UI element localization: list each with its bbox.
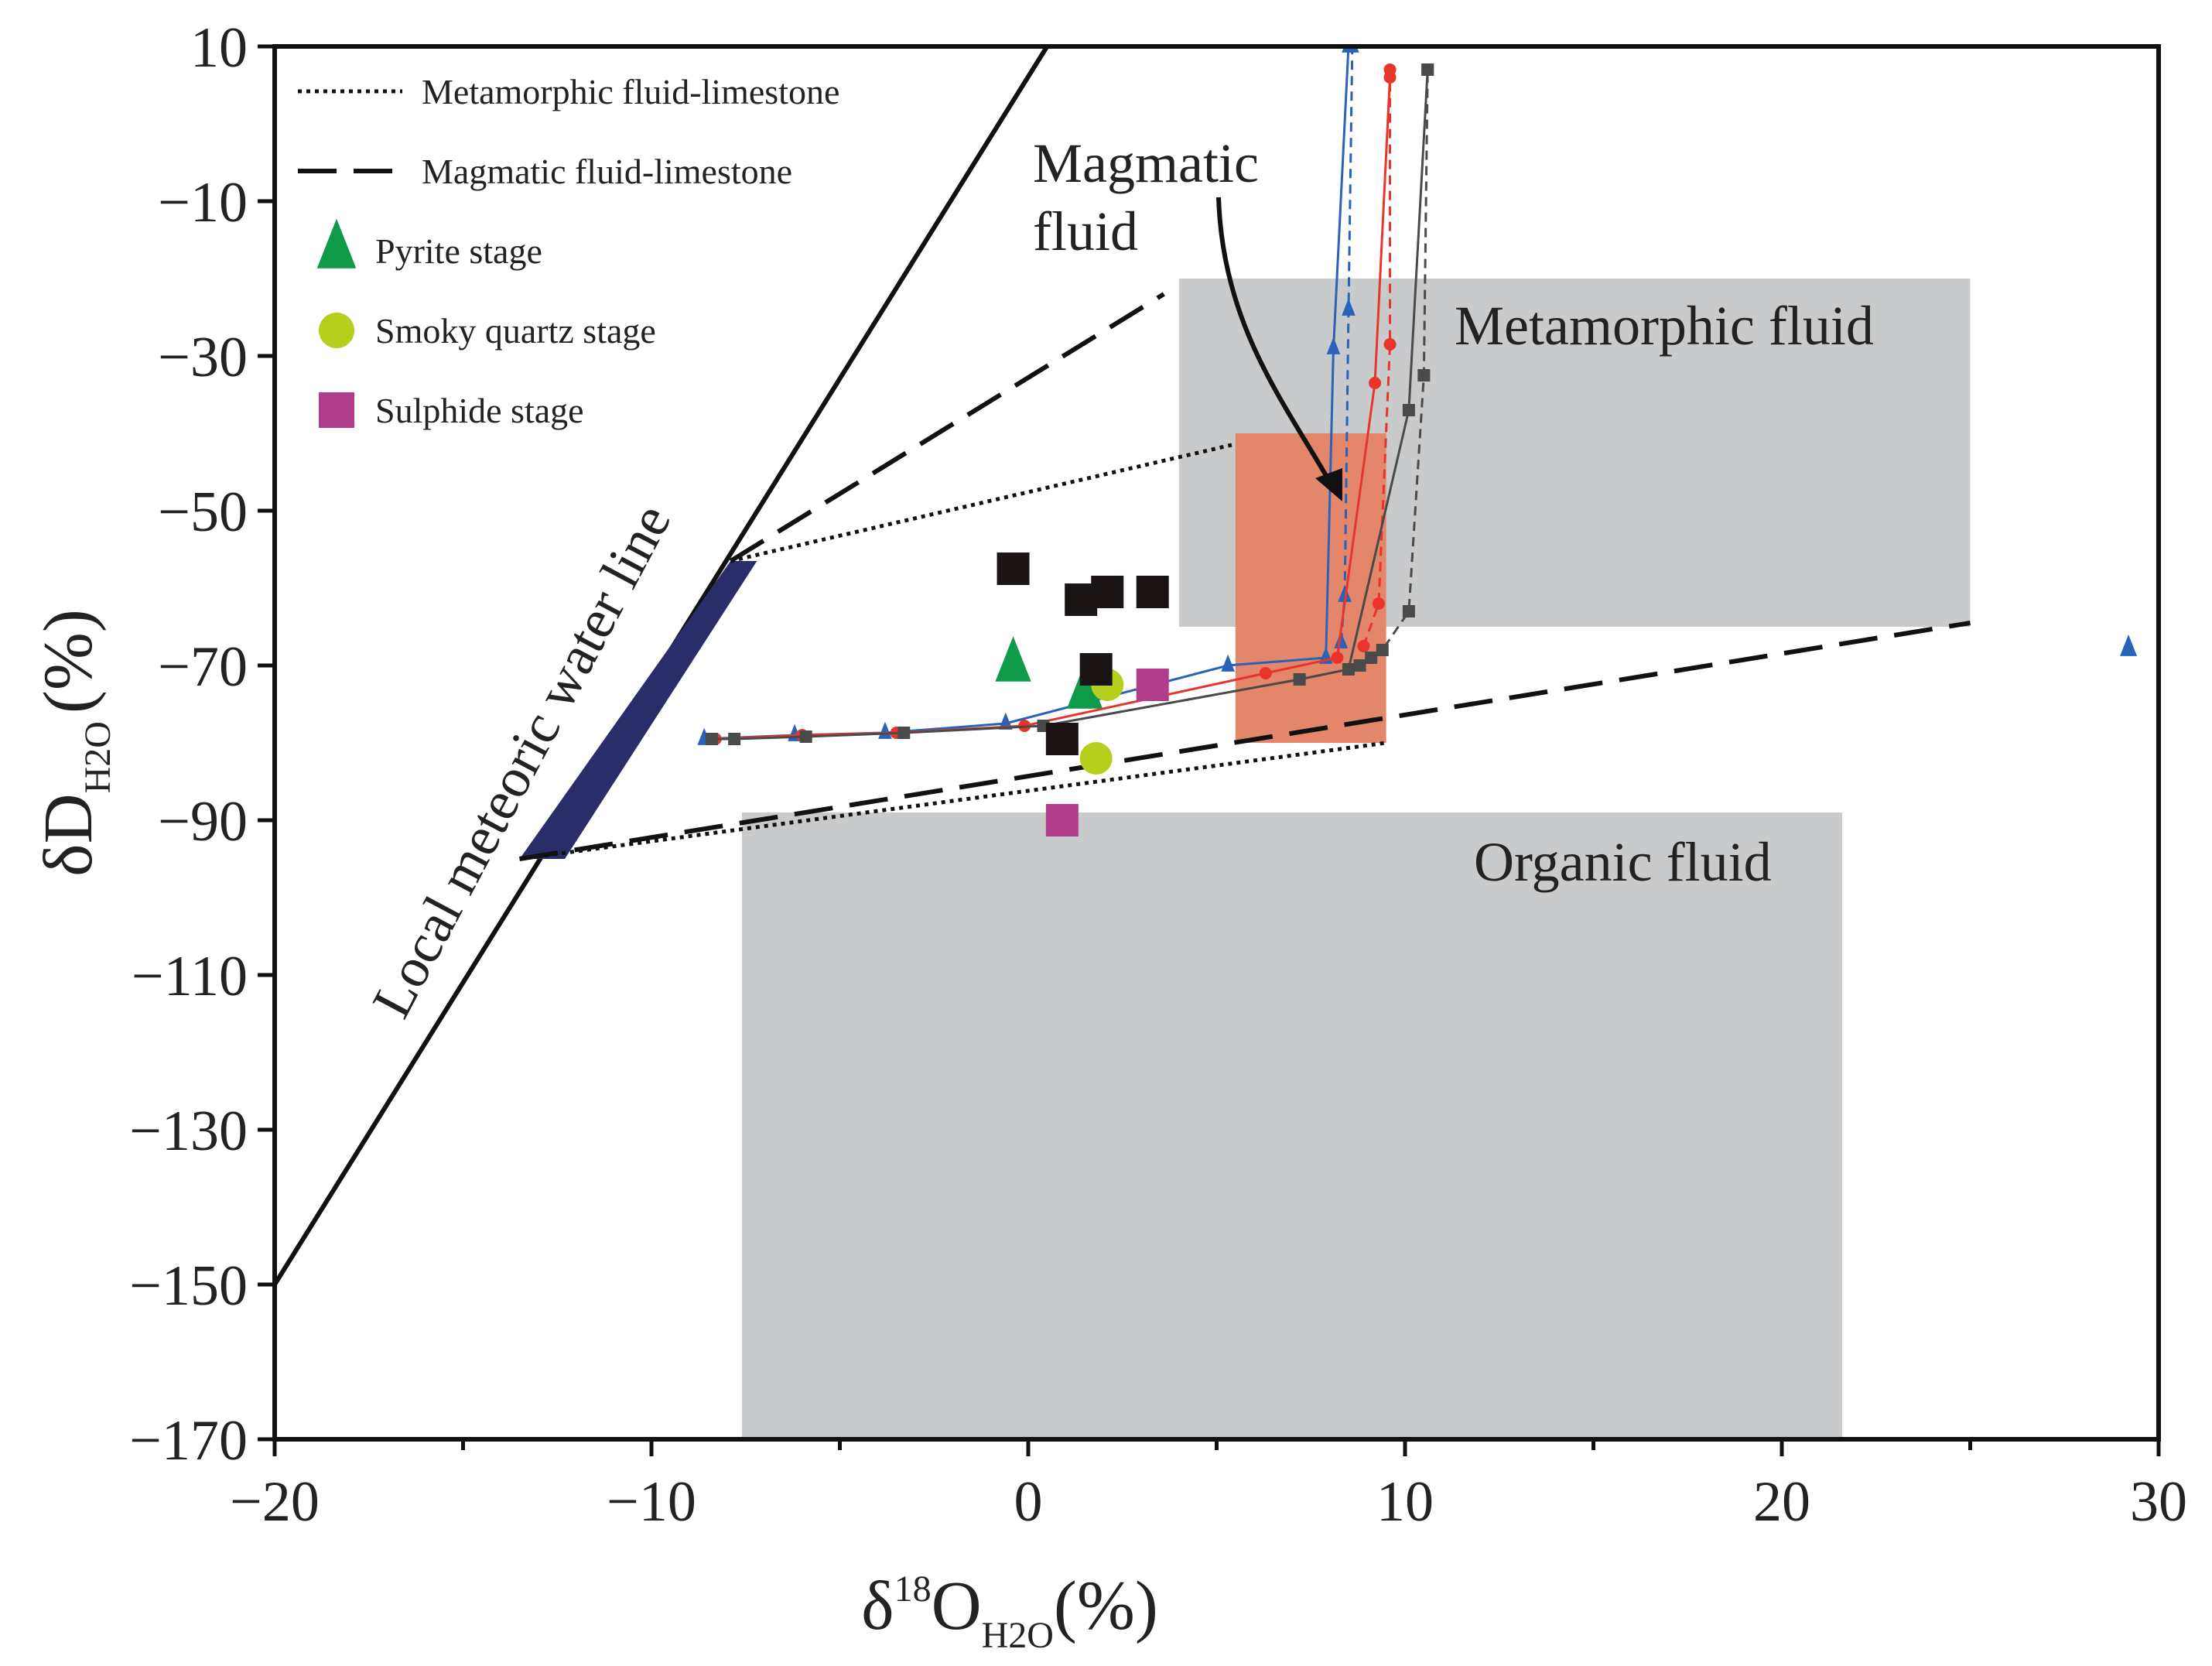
legend-triangle-swatch [316,218,357,269]
black-squares-point [1079,653,1113,686]
curve-red-dashed [1362,70,1392,647]
curve-blue-solid-point [1326,337,1341,354]
y-tick-label: 10 [190,16,248,80]
legend: Metamorphic fluid-limestone Magmatic flui… [298,72,839,430]
curve-blue-dashed-point [1338,584,1352,602]
curve-black-dashed-point [1353,659,1366,672]
black-squares-point [1045,723,1079,755]
curve-red-solid-point [1259,667,1272,679]
y-tick-label: −170 [129,1409,248,1473]
magmatic-label-line: Magmatic [1033,132,1259,194]
pyrite-stage-point [1066,663,1103,709]
y-axis-title: δDH2O(%) [30,609,118,877]
x-tick-label: 30 [2130,1470,2187,1534]
magmatic-mixing-line-0 [729,292,1165,563]
curve-red-dashed-point [1357,640,1370,652]
curve-black-solid-point [705,733,718,745]
region-organic-fluid [741,812,1842,1439]
legend-label: Sulphide stage [375,391,584,430]
y-tick-label: −10 [158,171,248,234]
curve-red-solid-point [1331,652,1344,664]
legend-square-swatch [319,392,354,428]
mixing-curves [697,46,1434,745]
outlier-point [2120,635,2138,656]
pyrite-stage-point [995,636,1031,682]
meteoric-water-band [519,561,757,859]
y-tick-label: −130 [129,1100,248,1163]
region-label-magmatic-fluid: Magmatic fluid [1033,132,1259,262]
sulphide-stage-point [1045,804,1079,836]
curve-black-dashed-point [1417,369,1431,381]
magmatic-fluid-arrowhead [1315,468,1342,501]
x-tick-label: −20 [230,1470,320,1534]
legend-circle-swatch [319,313,354,348]
curve-red-dashed-point [1383,63,1397,76]
curve-black-dashed [1359,69,1429,667]
legend-label: Pyrite stage [375,231,542,271]
magmatic-fluid-arrow [1216,197,1333,485]
black-squares-point [1136,576,1169,608]
curve-black-dashed-point [1421,63,1434,76]
curve-black-solid-point [728,733,741,745]
region-magmatic-fluid [1235,433,1386,743]
curve-blue-dashed-point [1342,298,1356,316]
sulphide-stage-point [1136,669,1169,701]
curve-red-dashed-point [1383,338,1397,351]
y-tick-label: −150 [129,1254,248,1318]
y-tick-label: −50 [158,481,248,544]
x-tick-label: 10 [1376,1470,1434,1534]
curve-black-dashed-point [1376,644,1389,656]
curve-red-dashed-point [1372,597,1385,610]
legend-label: Metamorphic fluid-limestone [422,72,839,111]
y-tick-label: −90 [158,790,248,854]
curve-black-solid-point [897,727,911,739]
curve-black-solid-point [799,730,812,743]
curve-black-dashed-point [1365,652,1378,664]
curve-blue-dashed-point [1334,631,1349,648]
curve-blue-solid-point [998,712,1013,730]
region-label-organic-fluid: Organic fluid [1474,831,1772,893]
curve-black-solid-point [1402,404,1415,416]
black-squares-point [1091,576,1124,608]
curve-black-dashed-point [1402,605,1415,617]
x-tick-label: −10 [607,1470,696,1534]
magmatic-mixing-line-1 [519,621,1971,861]
meteoric-water-group [275,46,1049,1286]
metamorphic-mixing-line-0 [730,443,1232,563]
mixing-lines [519,292,1971,861]
smoky-quartz-stage-point [1079,742,1113,775]
x-tick-label: 20 [1753,1470,1810,1534]
legend-label: Magmatic fluid-limestone [422,152,792,191]
curve-red-solid-point [1369,377,1382,389]
magmatic-label-line: fluid [1033,200,1138,262]
y-tick-label: −70 [158,635,248,699]
y-tick-label: −30 [158,326,248,389]
x-axis-title: δ18OH2O(%) [861,1568,1158,1656]
region-label-metamorphic-fluid: Metamorphic fluid [1455,295,1874,357]
x-tick-label: 0 [1014,1470,1043,1534]
curve-black-solid-point [1342,663,1355,676]
sample-points [995,552,2138,836]
metamorphic-mixing-line-1 [519,741,1386,861]
curve-black-solid-point [1293,673,1306,686]
legend-label: Smoky quartz stage [375,311,656,351]
y-tick-label: −110 [132,945,248,1008]
black-squares-point [997,552,1030,585]
curve-blue-solid-point [1221,654,1235,672]
axes: −20 −10 0 10 20 30 10 −10 −30 −50 −70 −90 −110 −130 −1… [129,16,2187,1534]
